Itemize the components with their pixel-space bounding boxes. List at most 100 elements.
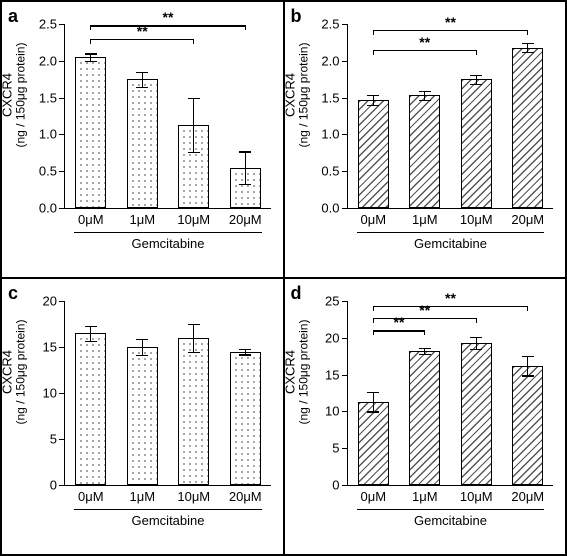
x-tick-label: 20μM <box>511 208 544 227</box>
x-tick-label: 10μM <box>460 208 493 227</box>
x-tick-label: 0μM <box>360 208 386 227</box>
y-axis-label-line1: CXCR4 <box>283 43 297 148</box>
panel-a: aCXCR4(ng / 150μg protein)0.00.51.01.52.… <box>1 1 284 278</box>
x-tick-label: 20μM <box>229 208 262 227</box>
error-cap-bottom <box>188 352 200 353</box>
y-tick-label: 5 <box>332 441 347 456</box>
error-cap-bottom <box>239 184 251 185</box>
error-cap-bottom <box>367 105 379 106</box>
bar <box>358 100 389 208</box>
bar <box>75 57 106 208</box>
panel-label: c <box>8 283 18 304</box>
y-axis-label-line1: CXCR4 <box>0 43 14 148</box>
error-cap-top <box>136 72 148 73</box>
y-tick-label: 15 <box>325 367 347 382</box>
error-cap-bottom <box>239 354 251 355</box>
bar <box>461 79 492 208</box>
y-tick-label: 2.5 <box>321 17 347 32</box>
bar <box>75 333 106 485</box>
x-tick-label: 1μM <box>412 208 438 227</box>
significance-label: ** <box>445 290 456 306</box>
y-axis-label-line2: (ng / 150μg protein) <box>15 43 28 148</box>
y-tick-label: 20 <box>325 330 347 345</box>
bar <box>127 79 158 208</box>
y-tick-label: 0 <box>332 478 347 493</box>
error-cap-top <box>470 75 482 76</box>
bar <box>461 343 492 485</box>
x-group-line <box>74 509 261 510</box>
y-axis-label: CXCR4(ng / 150μg protein) <box>0 43 27 148</box>
error-cap-top <box>470 337 482 338</box>
bar <box>127 347 158 485</box>
y-tick-label: 0.0 <box>39 201 65 216</box>
significance-bracket-tick <box>424 330 425 335</box>
y-tick-label: 0.5 <box>39 164 65 179</box>
significance-bracket-tick <box>90 39 91 44</box>
error-cap-bottom <box>136 355 148 356</box>
figure-grid: aCXCR4(ng / 150μg protein)0.00.51.01.52.… <box>0 0 567 556</box>
error-bar <box>373 95 374 105</box>
y-axis-label-line2: (ng / 150μg protein) <box>15 320 28 425</box>
error-cap-bottom <box>522 52 534 53</box>
error-cap-bottom <box>419 354 431 355</box>
y-axis-label: CXCR4(ng / 150μg protein) <box>0 320 27 425</box>
y-axis-label-line2: (ng / 150μg protein) <box>297 43 310 148</box>
chart-area: 0.00.51.01.52.02.50μM1μM10μM20μMGemcitab… <box>347 24 554 209</box>
significance-label: ** <box>163 9 174 25</box>
significance-bracket-tick <box>193 39 194 44</box>
significance-bracket-tick <box>527 30 528 35</box>
error-bar <box>142 339 143 356</box>
y-axis-label-line1: CXCR4 <box>0 320 14 425</box>
bar <box>178 338 209 485</box>
y-tick-label: 20 <box>43 294 65 309</box>
error-cap-bottom <box>85 61 97 62</box>
error-bar <box>193 98 194 152</box>
significance-bracket-tick <box>373 50 374 55</box>
error-cap-top <box>188 98 200 99</box>
error-bar <box>424 91 425 100</box>
bar <box>512 366 543 485</box>
y-tick-label: 0.5 <box>321 164 347 179</box>
error-cap-bottom <box>522 375 534 376</box>
chart-area: 05101520250μM1μM10μM20μMGemcitabine*****… <box>347 301 554 486</box>
y-tick-label: 1.5 <box>39 90 65 105</box>
error-cap-top <box>136 339 148 340</box>
x-tick-label: 1μM <box>412 485 438 504</box>
error-cap-top <box>85 326 97 327</box>
y-axis-label: CXCR4(ng / 150μg protein) <box>283 320 310 425</box>
error-cap-top <box>239 151 251 152</box>
y-tick-label: 0.0 <box>321 201 347 216</box>
panel-c: cCXCR4(ng / 150μg protein)051015200μM1μM… <box>1 278 284 555</box>
error-cap-top <box>522 43 534 44</box>
y-tick-label: 15 <box>43 340 65 355</box>
error-bar <box>193 324 194 352</box>
y-tick-label: 10 <box>43 386 65 401</box>
bar <box>230 352 261 485</box>
significance-label: ** <box>445 14 456 30</box>
error-cap-bottom <box>188 152 200 153</box>
x-group-label: Gemcitabine <box>414 513 487 528</box>
error-cap-bottom <box>136 87 148 88</box>
x-tick-label: 1μM <box>129 485 155 504</box>
x-group-line <box>357 232 544 233</box>
bar <box>512 48 543 208</box>
y-tick-label: 1.0 <box>321 127 347 142</box>
significance-bracket <box>373 306 528 307</box>
error-cap-top <box>367 95 379 96</box>
x-tick-label: 10μM <box>177 208 210 227</box>
bar <box>358 402 389 485</box>
error-cap-bottom <box>85 341 97 342</box>
error-bar <box>476 337 477 349</box>
y-tick-label: 25 <box>325 294 347 309</box>
x-group-label: Gemcitabine <box>132 513 205 528</box>
significance-bracket <box>373 30 528 31</box>
error-cap-bottom <box>470 349 482 350</box>
y-tick-label: 1.5 <box>321 90 347 105</box>
significance-bracket <box>91 39 194 40</box>
y-axis-label: CXCR4(ng / 150μg protein) <box>283 43 310 148</box>
error-cap-top <box>239 349 251 350</box>
y-tick-label: 1.0 <box>39 127 65 142</box>
bar <box>409 351 440 485</box>
significance-bracket-tick <box>527 306 528 311</box>
bar <box>409 95 440 208</box>
